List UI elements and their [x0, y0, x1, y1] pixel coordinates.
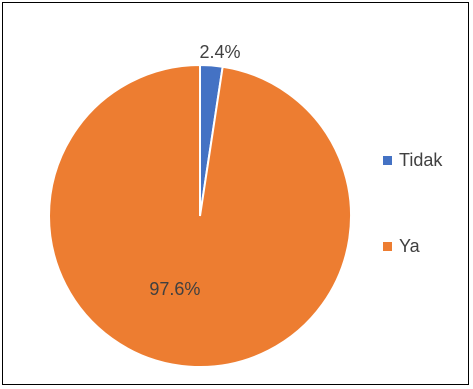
legend-swatch-tidak [383, 155, 392, 165]
legend-item-tidak: Tidak [383, 148, 442, 172]
data-label-tidak: 2.4% [199, 42, 240, 62]
legend-swatch-ya [383, 241, 392, 251]
legend-label-ya: Ya [399, 235, 420, 256]
pie-slice-ya [48, 63, 352, 368]
data-label-ya: 97.6% [149, 279, 200, 299]
legend-item-ya: Ya [383, 234, 442, 258]
legend: Tidak Ya [383, 148, 442, 320]
legend-label-tidak: Tidak [399, 149, 443, 170]
